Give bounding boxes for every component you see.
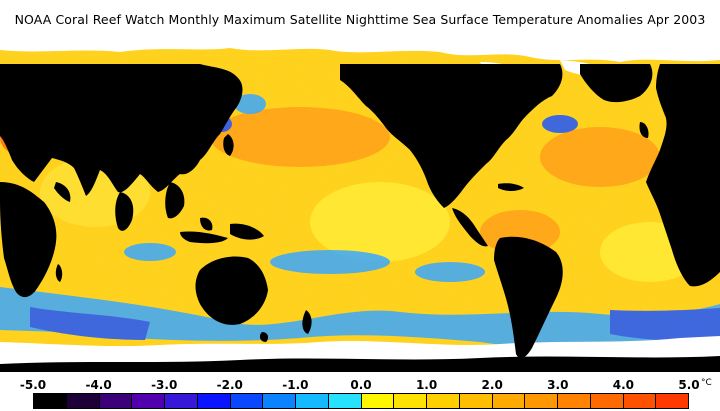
south-america xyxy=(494,236,563,359)
north-america xyxy=(340,64,563,208)
tick-label-neg1: -1.0 xyxy=(282,378,309,392)
africa xyxy=(0,182,57,298)
colorbar-swatch xyxy=(590,394,624,408)
colorbar-swatch xyxy=(361,394,395,408)
tick-label-1: 1.0 xyxy=(415,378,438,392)
europe-africa-east xyxy=(646,64,720,287)
colorbar-swatch xyxy=(492,394,526,408)
colorbar-swatch xyxy=(132,394,165,408)
colorbar-swatch xyxy=(230,394,264,408)
tick-label-4: 4.0 xyxy=(612,378,635,392)
colorbar-swatch xyxy=(165,394,198,408)
colorbar-swatch xyxy=(197,394,231,408)
land-masses xyxy=(0,64,720,372)
colorbar-swatch xyxy=(623,394,657,408)
tick-label-2: 2.0 xyxy=(481,378,503,392)
colorbar-tick-labels: -5.0 -4.0 -3.0 -2.0 -1.0 0.0 1.0 2.0 3.0… xyxy=(0,378,720,392)
colorbar-swatch xyxy=(427,394,460,408)
colorbar-swatch xyxy=(66,394,100,408)
unit-label: °C xyxy=(701,378,712,388)
colorbar-swatch xyxy=(328,394,362,408)
colorbar-swatch xyxy=(656,394,688,408)
tick-label-0: 0.0 xyxy=(350,378,372,392)
tick-label-neg4: -4.0 xyxy=(85,378,112,392)
australia xyxy=(195,256,268,325)
colorbar-swatch xyxy=(558,394,591,408)
tick-label-neg5: -5.0 xyxy=(19,378,47,392)
cool-anomaly-zones xyxy=(0,94,720,352)
colorbar-swatch xyxy=(394,394,427,408)
colorbar xyxy=(33,393,689,409)
colorbar-swatch xyxy=(34,394,67,408)
antarctica xyxy=(0,356,720,372)
colorbar-swatch xyxy=(296,394,329,408)
tick-label-3: 3.0 xyxy=(547,378,569,392)
greenland xyxy=(580,64,653,103)
tick-label-5: 5.0 xyxy=(678,378,700,392)
colorbar-swatch xyxy=(459,394,493,408)
tick-label-neg3: -3.0 xyxy=(151,378,178,392)
colorbar-swatch xyxy=(525,394,558,408)
map-title: NOAA Coral Reef Watch Monthly Maximum Sa… xyxy=(14,12,706,27)
colorbar-swatch xyxy=(263,394,296,408)
eurasia xyxy=(0,64,243,196)
sst-anomaly-map xyxy=(0,42,720,372)
colorbar-swatch xyxy=(99,394,133,408)
tick-label-neg2: -2.0 xyxy=(216,378,243,392)
